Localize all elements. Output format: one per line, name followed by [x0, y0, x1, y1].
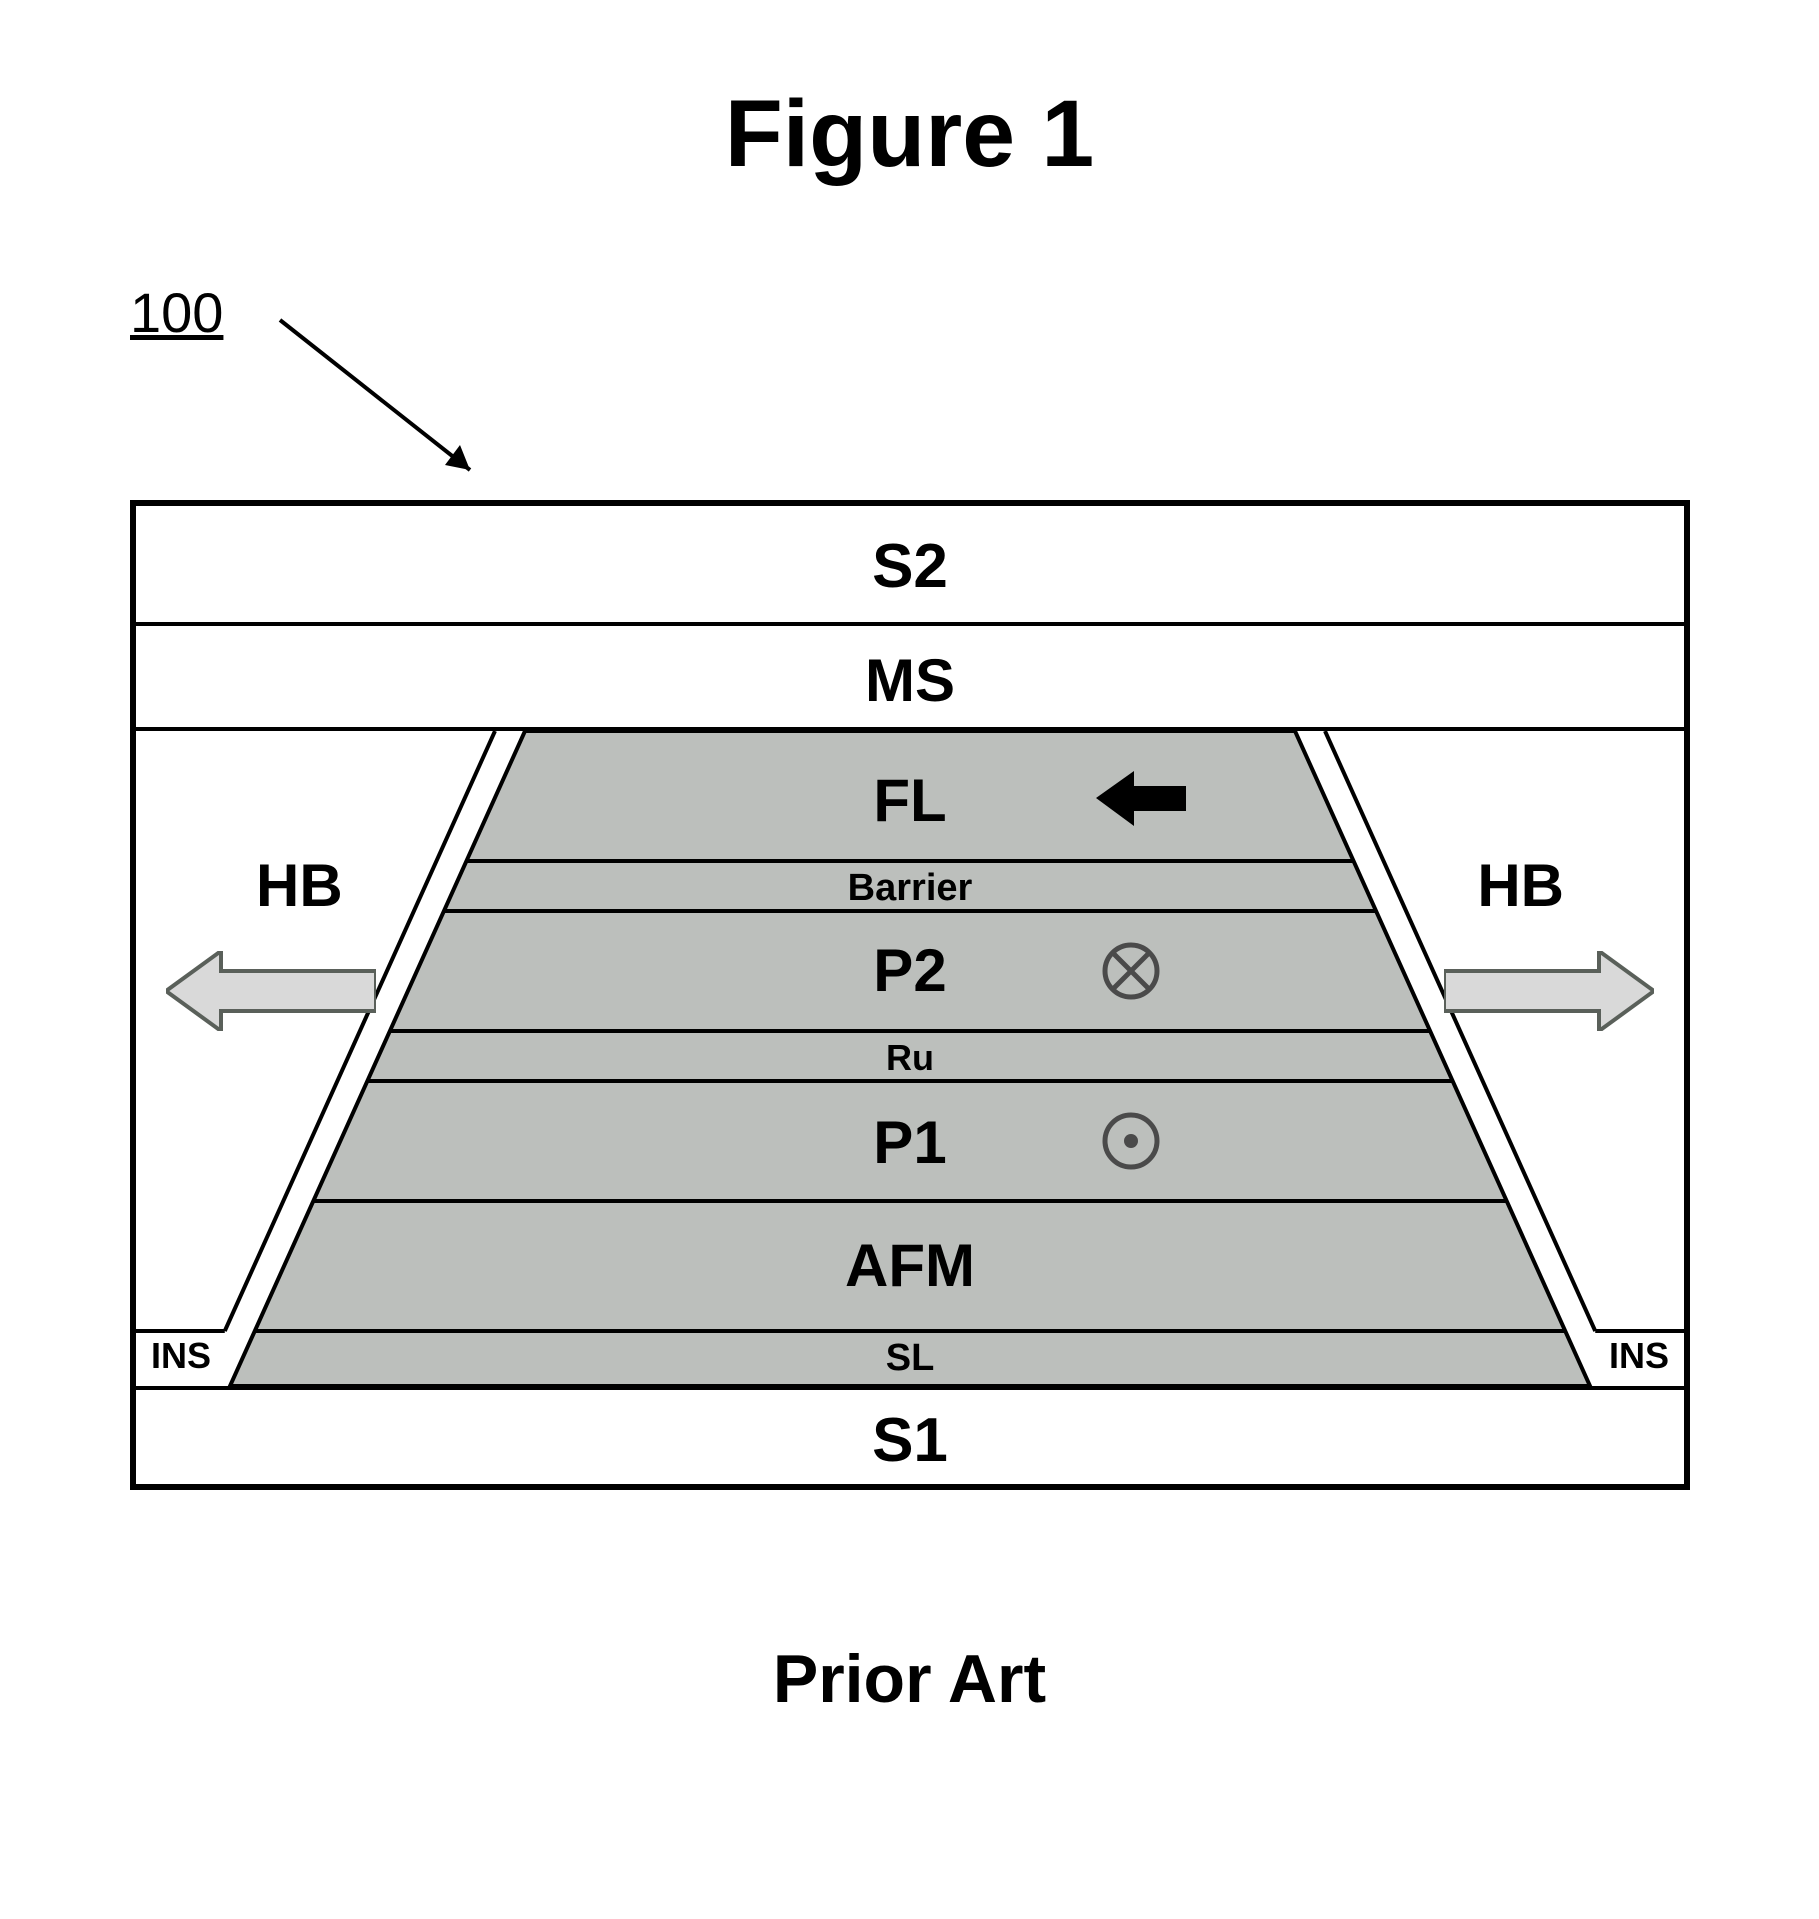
- s1-label: S1: [136, 1405, 1684, 1476]
- figure-number: 100: [130, 280, 223, 345]
- stack-area: HB HB INS INS FL Barrier P2 Ru P1 AFM SL: [136, 731, 1684, 1386]
- diagram-container: S2 MS HB HB INS INS FL Barrier P2 Ru P1 …: [130, 500, 1690, 1490]
- layer-s2: S2: [136, 506, 1684, 626]
- afm-label: AFM: [136, 1231, 1684, 1300]
- barrier-label: Barrier: [136, 867, 1684, 910]
- prior-art-label: Prior Art: [0, 1640, 1819, 1718]
- leader-arrow: [270, 310, 530, 510]
- p2-label: P2: [136, 936, 1684, 1005]
- fl-arrow-icon: [1096, 771, 1186, 826]
- figure-title: Figure 1: [0, 80, 1819, 189]
- p1-label: P1: [136, 1108, 1684, 1177]
- ru-label: Ru: [136, 1037, 1684, 1079]
- sl-label: SL: [136, 1337, 1684, 1380]
- ms-label: MS: [136, 646, 1684, 715]
- layer-ms: MS: [136, 626, 1684, 731]
- p1-symbol-icon: [1101, 1111, 1161, 1171]
- p2-symbol-icon: [1101, 941, 1161, 1001]
- fl-label: FL: [136, 766, 1684, 835]
- layer-s1: S1: [136, 1386, 1684, 1486]
- s2-label: S2: [136, 531, 1684, 602]
